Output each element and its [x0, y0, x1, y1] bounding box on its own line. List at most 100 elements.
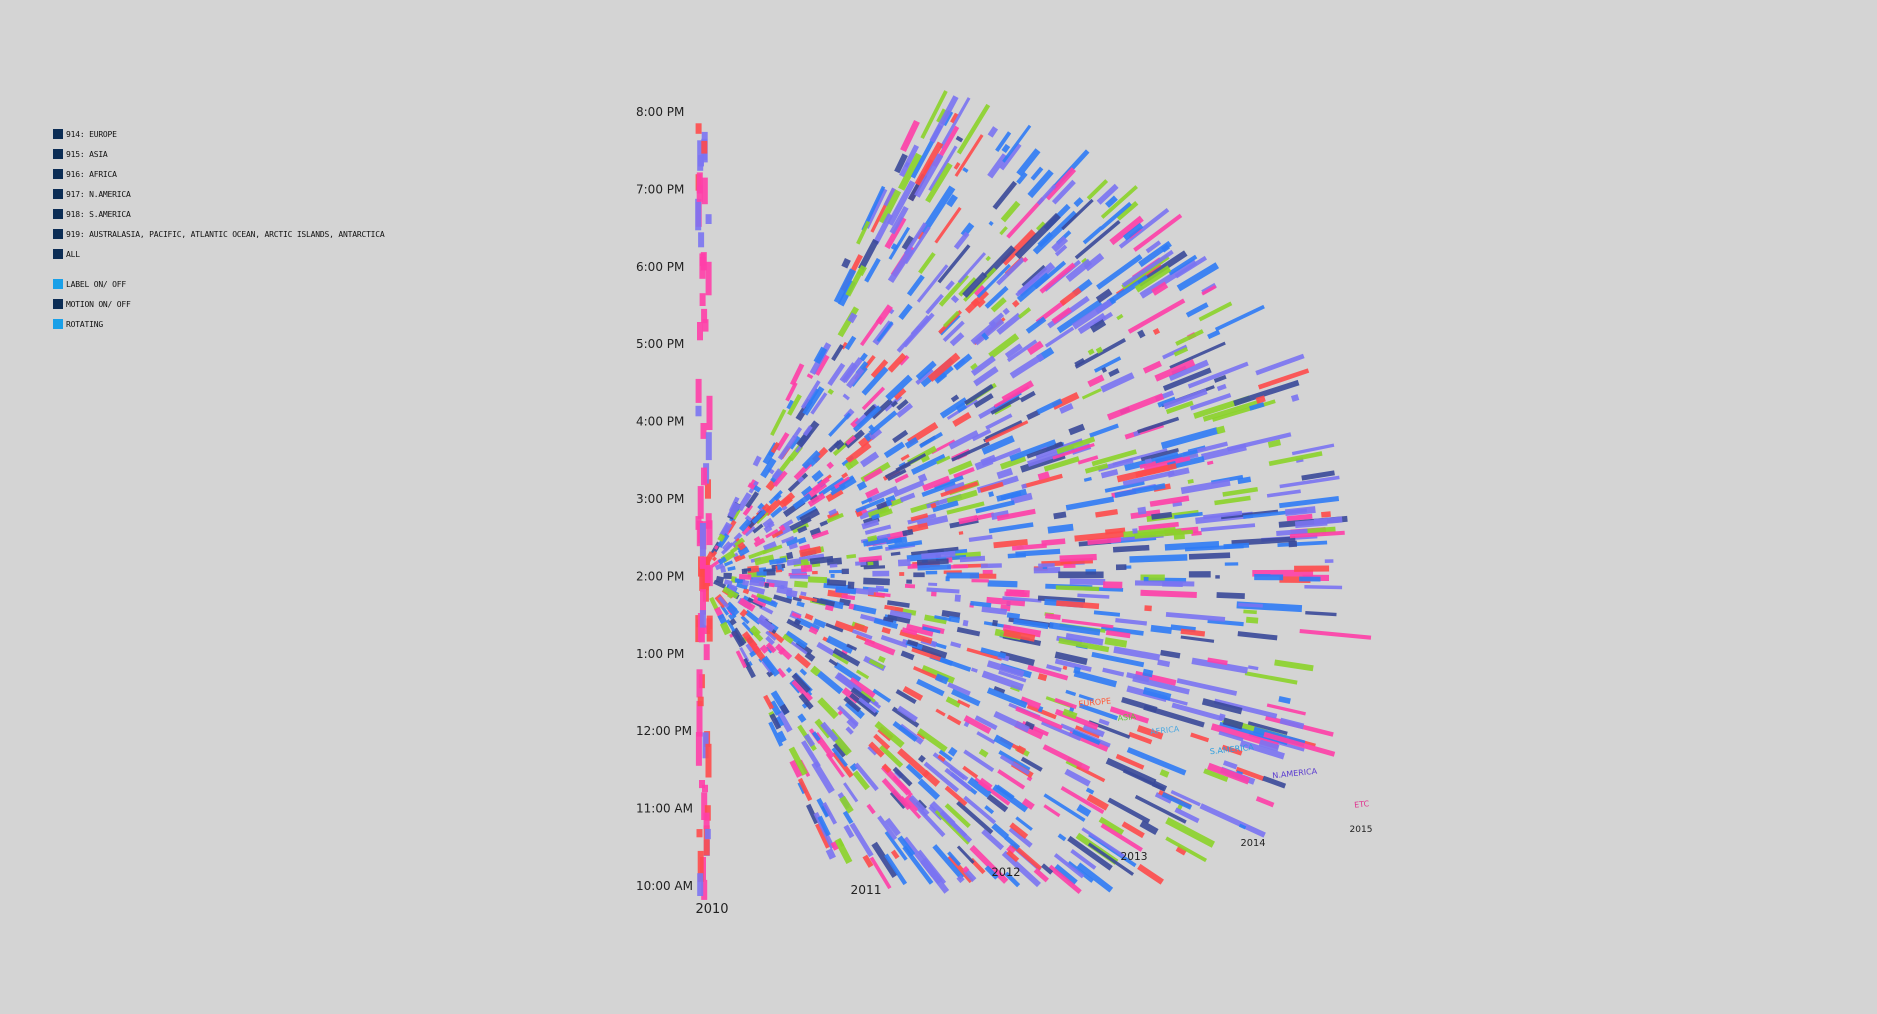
data-mark [981, 670, 1024, 691]
data-mark [843, 824, 855, 839]
data-mark [860, 451, 880, 468]
data-mark [1218, 713, 1226, 721]
data-mark [807, 492, 826, 507]
depth-label: ETC [1354, 799, 1370, 810]
data-mark [995, 784, 1015, 800]
data-mark [963, 868, 977, 883]
toggle-label[interactable]: LABEL ON/ OFF [53, 274, 385, 294]
data-mark [1036, 184, 1057, 206]
data-marks [695, 90, 1372, 900]
data-mark [697, 850, 704, 882]
data-mark [1042, 744, 1091, 772]
data-mark [839, 362, 858, 384]
data-mark [1163, 388, 1208, 410]
data-mark [1306, 526, 1336, 535]
data-mark [911, 645, 942, 662]
data-mark [984, 420, 1023, 442]
data-mark [781, 504, 788, 511]
legend-item-europe[interactable]: 914: EUROPE [53, 124, 385, 144]
data-mark [895, 689, 917, 705]
data-mark [897, 559, 911, 567]
data-mark [1266, 703, 1306, 716]
data-mark [824, 604, 834, 612]
data-mark [788, 542, 798, 550]
data-mark [1000, 229, 1037, 266]
data-mark [868, 545, 883, 551]
legend-panel: 914: EUROPE 915: ASIA 916: AFRICA 917: N… [53, 124, 385, 334]
data-mark [886, 600, 910, 608]
data-mark [919, 431, 943, 449]
data-mark [827, 362, 846, 386]
data-mark [981, 435, 1015, 455]
data-mark [1033, 868, 1049, 883]
data-mark [697, 322, 703, 341]
data-mark [892, 429, 909, 444]
data-mark [1058, 637, 1110, 653]
data-mark [958, 277, 977, 297]
data-mark [871, 841, 899, 878]
data-mark [1082, 723, 1105, 738]
data-mark [1055, 585, 1100, 592]
data-mark [1108, 368, 1120, 378]
data-mark [1174, 255, 1208, 279]
data-mark [1065, 496, 1115, 511]
data-mark [996, 257, 1025, 286]
data-mark [963, 749, 995, 772]
data-mark [1116, 200, 1139, 221]
toggle-motion[interactable]: MOTION ON/ OFF [53, 294, 385, 314]
toggle-rotating[interactable]: ROTATING [53, 314, 385, 334]
data-mark [1030, 166, 1044, 181]
data-mark [1000, 491, 1022, 501]
legend-item-australasia[interactable]: 919: AUSTRALASIA, PACIFIC, ATLANTIC OCEA… [53, 224, 385, 244]
data-mark [814, 354, 830, 376]
data-mark [861, 386, 886, 411]
data-mark [811, 731, 821, 742]
legend-item-n-america[interactable]: 917: N.AMERICA [53, 184, 385, 204]
data-mark [1169, 341, 1226, 369]
data-mark [1286, 513, 1313, 522]
data-mark [884, 216, 907, 250]
legend-item-all[interactable]: ALL [53, 244, 385, 264]
data-mark [847, 312, 858, 324]
data-mark [811, 470, 824, 482]
data-mark [992, 180, 1018, 210]
data-mark [742, 657, 756, 679]
data-mark [870, 398, 893, 420]
legend-item-africa[interactable]: 916: AFRICA [53, 164, 385, 184]
data-mark [1019, 390, 1036, 403]
data-mark [1134, 580, 1195, 587]
legend-item-asia[interactable]: 915: ASIA [53, 144, 385, 164]
data-mark [1068, 706, 1075, 714]
data-mark [1043, 793, 1086, 822]
data-mark [1067, 835, 1113, 871]
data-mark [884, 853, 908, 886]
data-mark [1114, 483, 1166, 498]
data-mark [1145, 240, 1162, 254]
data-mark [1020, 696, 1042, 710]
data-mark [898, 152, 923, 191]
data-mark [839, 795, 854, 814]
data-mark [979, 481, 1004, 493]
data-mark [1165, 400, 1194, 415]
data-mark [885, 374, 913, 401]
data-mark [1201, 698, 1243, 715]
data-mark [1037, 706, 1044, 713]
data-mark [849, 763, 859, 772]
data-mark [1026, 775, 1033, 782]
data-mark [789, 363, 805, 386]
data-mark [789, 640, 808, 655]
data-mark [701, 467, 707, 486]
data-mark [1247, 721, 1288, 736]
data-mark [946, 194, 958, 208]
data-mark [757, 595, 778, 608]
data-mark [957, 699, 971, 709]
data-mark [891, 706, 920, 728]
data-mark [1009, 439, 1057, 462]
data-mark [934, 364, 954, 382]
y-tick-label: 4:00 PM [636, 415, 684, 429]
legend-item-s-america[interactable]: 918: S.AMERICA [53, 204, 385, 224]
data-mark [944, 785, 968, 807]
data-mark [997, 769, 1026, 790]
data-mark [714, 562, 725, 571]
